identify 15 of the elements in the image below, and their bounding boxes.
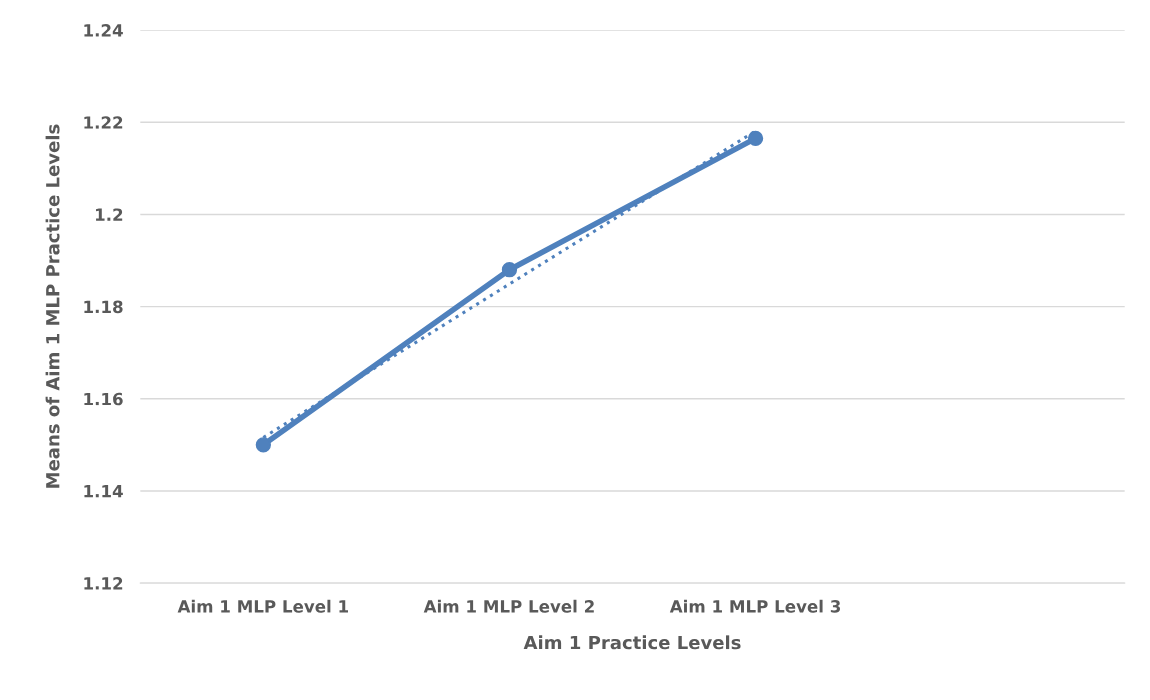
- point: [747, 130, 764, 147]
- point: [501, 262, 518, 278]
- y-tick-label: 1.12: [84, 577, 123, 590]
- y-tick-label: 1.2: [95, 208, 123, 221]
- y-tick-label: 1.16: [84, 392, 123, 406]
- x-tick-label: Aim 1 MLP Level 3: [669, 599, 841, 613]
- x-tick-label: Aim 1 MLP Level 1: [177, 599, 349, 613]
- y-axis-title: Means of Aim 1 MLP Practice Levels: [45, 124, 60, 488]
- y-tick-label: 1.14: [84, 485, 123, 498]
- point: [255, 437, 271, 453]
- y-tick-label: 1.24: [84, 24, 123, 37]
- x-tick-label: Aim 1 MLP Level 2: [423, 599, 594, 613]
- y-tick-label: 1.18: [84, 300, 123, 314]
- y-tick-label: 1.22: [84, 116, 123, 129]
- x-axis-title: Aim 1 Practice Levels: [523, 635, 741, 650]
